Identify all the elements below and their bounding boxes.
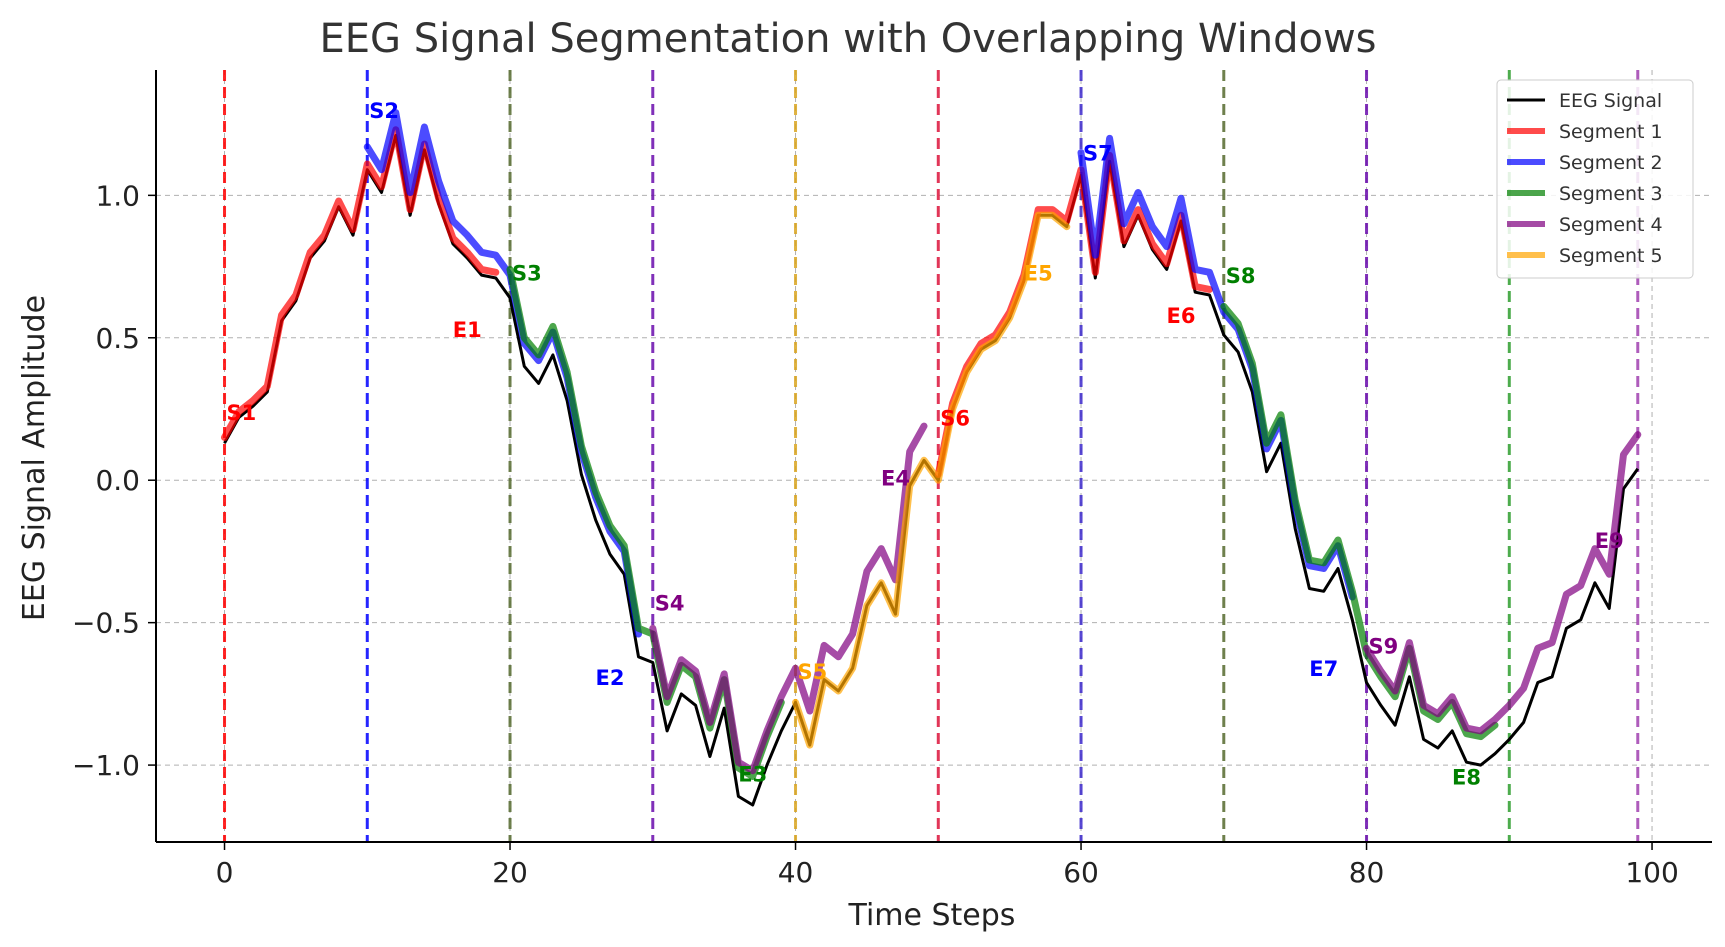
y-tick-label-3: 0.5 [95, 322, 140, 355]
axes [155, 70, 1712, 843]
marker-E3: E3 [738, 763, 767, 787]
window-markers: S1 S2 S3 S4 S5 S6 S7 S8 S9 E1 E2 E3 E4 E5 E6 E7 E8 E9 [227, 99, 1624, 790]
marker-S2: S2 [369, 99, 399, 123]
y-ticks: −1.0 −0.5 0.0 0.5 1.0 [72, 179, 156, 782]
segment-4-window-2 [1363, 431, 1642, 735]
segment-4-window-1 [649, 422, 928, 775]
marker-E2: E2 [596, 666, 625, 690]
marker-S9: S9 [1369, 634, 1399, 658]
chart-title: EEG Signal Segmentation with Overlapping… [319, 16, 1376, 62]
marker-S5: S5 [798, 660, 828, 684]
x-tick-label-2: 40 [778, 856, 814, 889]
x-axis-label: Time Steps [848, 898, 1016, 933]
marker-E6: E6 [1167, 304, 1196, 328]
segment-1-window-1 [221, 126, 500, 441]
gridlines [156, 70, 1712, 842]
legend-label-5: Segment 5 [1559, 245, 1663, 267]
marker-S7: S7 [1083, 142, 1113, 166]
legend-label-4: Segment 4 [1559, 214, 1663, 236]
marker-E9: E9 [1595, 529, 1624, 553]
segment-2-window-2 [1077, 134, 1356, 601]
segment-3-window-2 [1220, 302, 1499, 741]
legend-box [1496, 79, 1694, 279]
x-tick-label-0: 0 [216, 856, 234, 889]
segment-5-window-1 [792, 211, 1071, 749]
marker-S3: S3 [512, 261, 542, 285]
legend-label-0: EEG Signal [1559, 90, 1662, 112]
y-tick-label-0: −1.0 [72, 749, 140, 782]
segment-1-window-2 [934, 152, 1213, 478]
x-tick-label-1: 20 [492, 856, 528, 889]
legend-label-3: Segment 3 [1559, 183, 1663, 205]
marker-E8: E8 [1452, 765, 1481, 789]
x-tick-label-5: 100 [1625, 856, 1678, 889]
segment-3-window-1 [506, 265, 785, 780]
marker-E1: E1 [453, 318, 482, 342]
marker-E7: E7 [1309, 657, 1338, 681]
marker-E4: E4 [881, 466, 910, 490]
marker-S8: S8 [1226, 264, 1256, 288]
y-tick-label-1: −0.5 [72, 607, 140, 640]
legend-label-1: Segment 1 [1559, 121, 1663, 143]
legend: EEG Signal Segment 1 Segment 2 Segment 3 Seg… [1496, 79, 1694, 279]
marker-E5: E5 [1024, 261, 1053, 285]
marker-S4: S4 [655, 592, 685, 616]
series-lines [221, 109, 1642, 807]
marker-S1: S1 [227, 401, 257, 425]
legend-label-2: Segment 2 [1559, 152, 1663, 174]
x-tick-label-4: 80 [1349, 856, 1385, 889]
y-axis-label: EEG Signal Amplitude [17, 295, 52, 621]
x-tick-label-3: 60 [1063, 856, 1099, 889]
y-tick-label-4: 1.0 [95, 179, 140, 212]
x-ticks: 0 20 40 60 80 100 [216, 842, 1679, 889]
y-tick-label-2: 0.0 [95, 464, 140, 497]
marker-S6: S6 [940, 407, 970, 431]
segment-2-window-1 [363, 109, 642, 638]
